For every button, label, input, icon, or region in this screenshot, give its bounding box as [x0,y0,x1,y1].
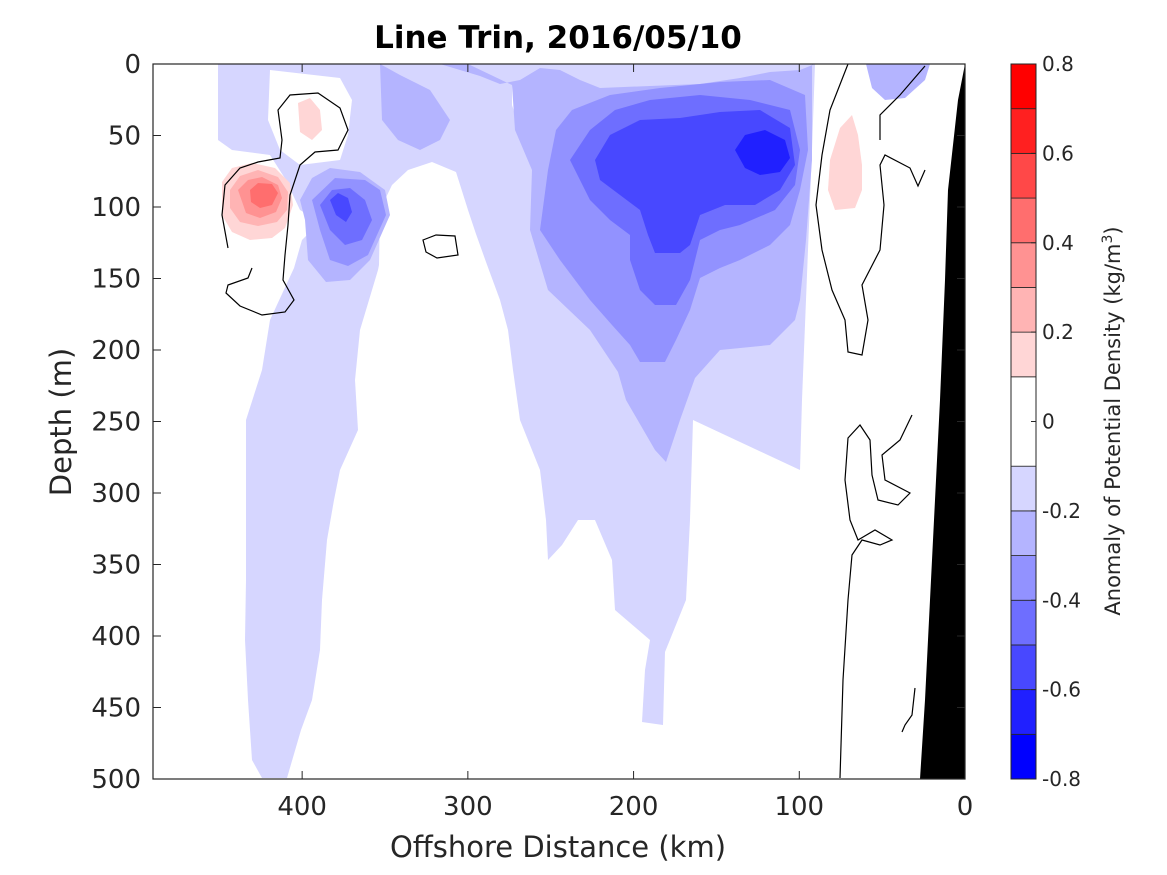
colorbar-tick-label: -0.6 [1042,678,1081,702]
colorbar-swatch [1010,465,1037,512]
colorbar-tick-label: 0.2 [1042,320,1074,344]
x-axis-ticks: 400 300 200 100 0 [277,64,973,822]
colorbar-swatch [1010,510,1037,556]
x-tick-label: 300 [443,792,493,822]
y-tick-label: 200 [91,336,141,366]
colorbar-ticks: 0.8 0.6 0.4 0.2 0 -0.2 -0.4 -0.6 -0.8 [1031,52,1081,791]
colorbar-label-sup: 3 [1100,235,1116,244]
colorbar-swatch [1010,644,1037,691]
colorbar-tick-label: 0.4 [1042,231,1074,255]
y-tick-label: 500 [91,765,141,795]
colorbar-swatch [1010,152,1037,199]
contour-band-0.4-pos [250,183,278,208]
colorbar-swatch [1010,197,1037,244]
colorbar-swatch [1010,108,1037,154]
colorbar-label-main: Anomaly of Potential Density (kg/m [1101,244,1125,616]
y-axis-label: Depth (m) [44,348,78,496]
colorbar-swatch [1010,555,1037,601]
bathymetry [920,64,965,779]
y-tick-label: 150 [91,265,141,295]
x-tick-label: 100 [774,792,824,822]
y-tick-label: 0 [124,50,141,80]
y-tick-label: 350 [91,551,141,581]
contour-band-0.5-neg [330,110,795,253]
y-tick-label: 250 [91,408,141,438]
zero-contour-2 [422,234,459,259]
colorbar-tick-label: -0.8 [1042,767,1081,791]
y-axis-ticks: 0 50 100 150 200 250 300 350 400 450 500 [91,50,965,795]
contour-band-0.2-neg-nearshore [866,64,930,100]
contour-band-0.6-neg [735,130,790,175]
colorbar-tick-label: -0.2 [1042,499,1081,523]
x-tick-label: 400 [277,792,327,822]
x-axis-label: Offshore Distance (km) [390,830,726,864]
x-tick-label: 0 [957,792,974,822]
zero-contour-4 [879,65,926,140]
colorbar-swatch [1010,599,1037,646]
colorbar-swatch [1010,63,1037,110]
y-tick-label: 50 [108,122,141,152]
zero-contour-6 [901,687,916,733]
y-tick-label: 450 [91,694,141,724]
colorbar: 0.8 0.6 0.4 0.2 0 -0.2 -0.4 -0.6 -0.8 Anomaly of… [1010,52,1125,791]
zero-contour-3 [815,64,926,356]
y-tick-label: 300 [91,479,141,509]
x-tick-label: 200 [609,792,659,822]
contour-fills [218,64,965,779]
colorbar-tick-label: -0.4 [1042,588,1081,612]
plot-area: 400 300 200 100 0 0 50 100 150 200 250 300 350 400 45… [91,50,973,822]
colorbar-swatch [1010,733,1037,780]
colorbar-tick-label: 0 [1042,410,1055,434]
colorbar-swatch [1010,287,1037,333]
colorbar-swatch [1010,331,1037,378]
colorbar-tick-label: 0.6 [1042,141,1074,165]
colorbar-label-end: ) [1101,226,1125,234]
contour-band-0.1-pos-3 [828,115,862,210]
colorbar-swatch [1010,242,1037,288]
y-tick-label: 100 [91,193,141,223]
colorbar-swatch [1010,689,1037,735]
zero-contour-1 [221,92,349,316]
colorbar-label: Anomaly of Potential Density (kg/m3) [1100,226,1125,615]
y-tick-label: 400 [91,622,141,652]
contour-band-0.1-pos-2 [298,98,322,140]
chart-title: Line Trin, 2016/05/10 [374,20,742,56]
colorbar-tick-label: 0.8 [1042,52,1074,76]
zero-contour-5 [839,414,913,779]
